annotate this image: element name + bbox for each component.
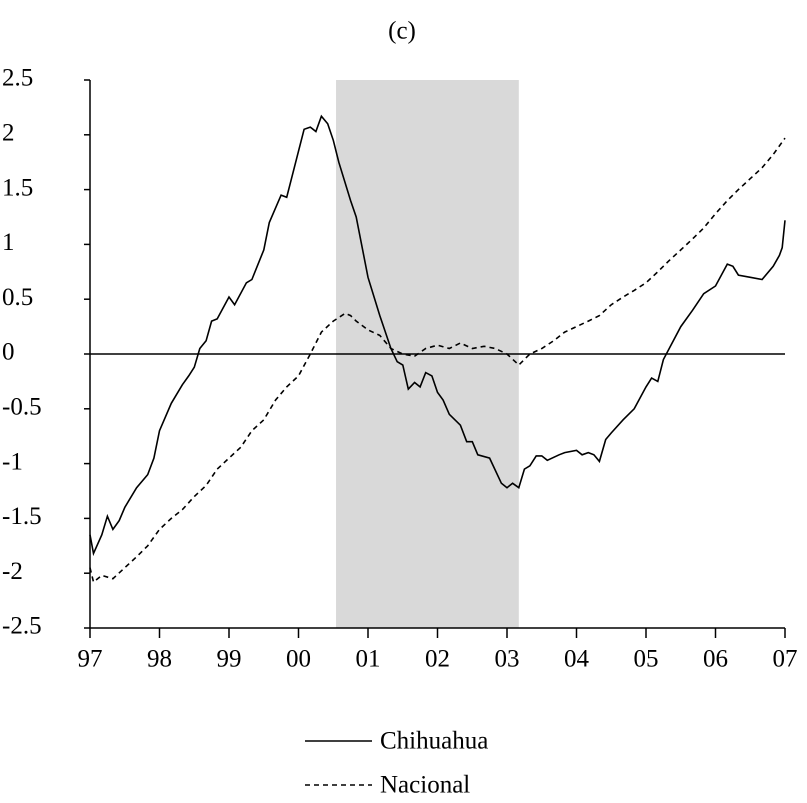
x-tick-label: 98	[147, 646, 172, 673]
y-tick-label: 0	[2, 339, 15, 366]
y-tick-label: 1.5	[2, 174, 33, 201]
x-tick-label: 97	[78, 646, 103, 673]
x-tick-label: 04	[564, 646, 590, 673]
x-tick-label: 05	[634, 646, 659, 673]
y-tick-label: -2	[2, 558, 23, 585]
legend-label: Nacional	[380, 772, 470, 799]
y-tick-label: -1.5	[2, 503, 42, 530]
y-tick-label: 1	[2, 229, 15, 256]
y-tick-label: -2.5	[2, 613, 42, 640]
x-tick-label: 00	[286, 646, 311, 673]
x-tick-label: 06	[703, 646, 728, 673]
x-tick-label: 01	[356, 646, 381, 673]
legend-label: Chihuahua	[380, 728, 488, 755]
x-tick-label: 07	[773, 646, 798, 673]
y-tick-label: 2	[2, 120, 15, 147]
x-tick-label: 02	[425, 646, 450, 673]
x-tick-label: 99	[217, 646, 242, 673]
y-tick-label: 2.5	[2, 65, 33, 92]
x-tick-label: 03	[495, 646, 520, 673]
y-tick-label: -1	[2, 448, 23, 475]
y-tick-label: -0.5	[2, 394, 42, 421]
chart-title: (c)	[388, 18, 416, 45]
series-line	[89, 137, 786, 584]
series-line	[89, 114, 786, 557]
y-tick-label: 0.5	[2, 284, 33, 311]
